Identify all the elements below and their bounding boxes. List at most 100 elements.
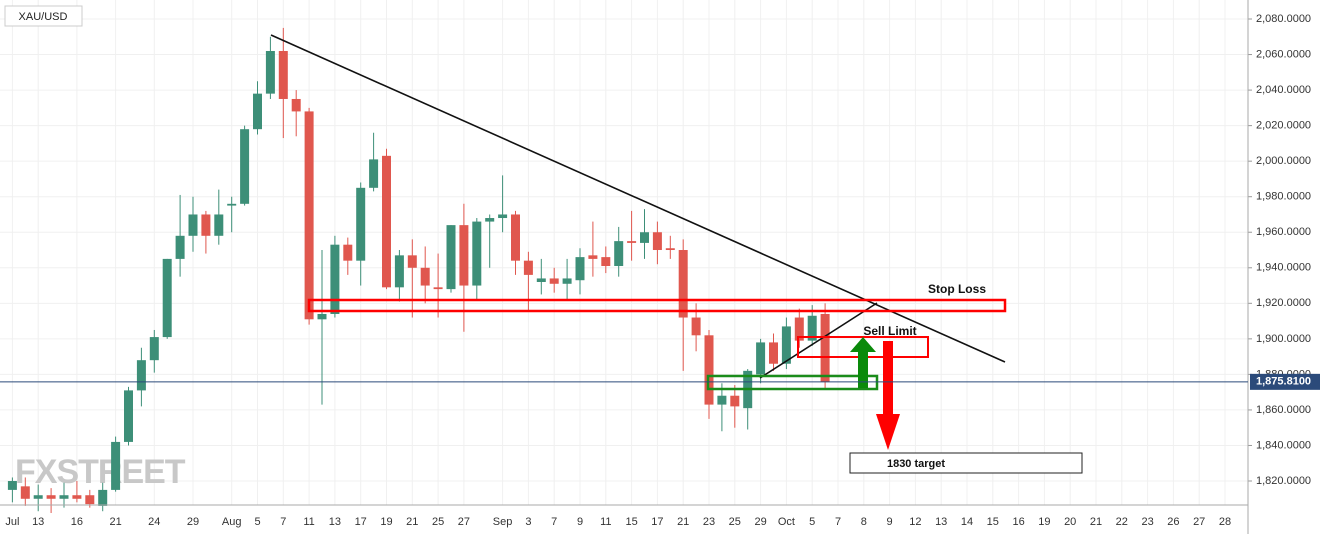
candle-body [253, 93, 262, 130]
x-tick-label: 8 [861, 516, 867, 528]
support-zone [706, 374, 879, 391]
candle-body [111, 441, 121, 490]
x-tick-label: Sep [493, 516, 513, 528]
candle-body [188, 214, 198, 236]
candles [7, 27, 830, 513]
y-tick-label: 1,980.0000 [1256, 191, 1311, 203]
candle-body [420, 267, 430, 286]
x-tick-label: 27 [458, 516, 470, 528]
candle-body [549, 278, 559, 284]
candle-body [214, 214, 224, 236]
candle-body [85, 495, 95, 505]
target-box [849, 452, 1083, 474]
candle-body [33, 495, 43, 499]
down-arrow [876, 341, 900, 450]
y-tick-label: 1,960.0000 [1256, 226, 1311, 238]
x-tick-label: 21 [406, 516, 418, 528]
candle-body [394, 255, 404, 288]
candle-body [614, 241, 624, 267]
stop-loss-label: Stop Loss [928, 282, 986, 296]
candle-body [536, 278, 546, 282]
x-tick-label: Aug [222, 516, 242, 528]
x-tick-label: 21 [1090, 516, 1102, 528]
candle-body [433, 287, 443, 290]
x-tick-label: 16 [71, 516, 83, 528]
x-tick-label: 13 [32, 516, 44, 528]
candle-body [162, 258, 172, 338]
candle-body [278, 50, 288, 99]
candle-body [227, 203, 237, 206]
x-tick-label: 25 [432, 516, 444, 528]
x-tick-label: 12 [909, 516, 921, 528]
candle-body [149, 337, 159, 361]
candle-body [678, 250, 688, 318]
symbol-box [4, 5, 83, 27]
candle-body [201, 214, 211, 236]
candle-body [691, 317, 701, 336]
candle-body [756, 342, 766, 375]
trend-line [270, 34, 1006, 363]
candle-body [175, 235, 185, 259]
candle-body [330, 244, 340, 314]
candle-body [46, 495, 56, 499]
x-tick-label: 17 [651, 516, 663, 528]
candle-body [291, 98, 301, 112]
x-tick-label: 9 [577, 516, 583, 528]
candle-body [369, 159, 379, 188]
x-tick-label: 5 [809, 516, 815, 528]
candle-body [575, 257, 585, 281]
candle-body [652, 232, 662, 251]
candle-body [511, 214, 520, 261]
x-tick-label: 13 [329, 516, 341, 528]
x-tick-label: 19 [1038, 516, 1050, 528]
candle-body [382, 155, 391, 288]
y-tick-label: 2,020.0000 [1256, 120, 1311, 132]
candle-body [523, 260, 533, 275]
x-tick-label: 22 [1116, 516, 1128, 528]
candle-body [498, 214, 508, 219]
candle-body [304, 111, 314, 320]
watermark: FXSTREET [15, 453, 186, 491]
y-tick-label: 1,840.0000 [1256, 439, 1311, 451]
x-tick-label: 7 [835, 516, 841, 528]
x-tick-label: 9 [887, 516, 893, 528]
candle-body [820, 313, 830, 382]
x-tick-label: 16 [1012, 516, 1024, 528]
x-tick-label: 23 [1141, 516, 1153, 528]
candle-body [588, 255, 598, 259]
y-tick-label: 2,080.0000 [1256, 13, 1311, 25]
candle-body [265, 50, 275, 94]
x-tick-label: 15 [987, 516, 999, 528]
x-tick-label: 3 [525, 516, 531, 528]
candle-body [717, 395, 727, 405]
candle-body [665, 248, 675, 251]
x-tick-label: 24 [148, 516, 160, 528]
up-arrow [850, 337, 876, 388]
x-tick-label: 17 [355, 516, 367, 528]
candle-body [640, 232, 649, 243]
x-tick-label: 29 [754, 516, 766, 528]
x-tick-label: 15 [625, 516, 637, 528]
candle-body [807, 315, 817, 341]
x-tick-label: 11 [600, 516, 611, 528]
y-tick-label: 2,060.0000 [1256, 48, 1311, 60]
candle-body [627, 241, 637, 243]
current-price-label: 1,875.8100 [1256, 376, 1311, 388]
candle-body [317, 313, 327, 320]
sell-limit-label: Sell Limit [863, 324, 916, 338]
grid [0, 0, 1248, 505]
candle-body [459, 225, 469, 286]
x-tick-label: 20 [1064, 516, 1076, 528]
candle-body [98, 489, 108, 506]
candle-body [769, 342, 778, 364]
candle-body [20, 486, 30, 499]
x-tick-label: 29 [187, 516, 199, 528]
x-tick-label: 14 [961, 516, 973, 528]
x-tick-label: 13 [935, 516, 947, 528]
candle-body [407, 255, 417, 268]
x-tick-label: 27 [1193, 516, 1205, 528]
candle-body [59, 495, 69, 499]
x-tick-label: 25 [729, 516, 741, 528]
candle-body [472, 221, 482, 286]
candle-body [356, 187, 366, 261]
